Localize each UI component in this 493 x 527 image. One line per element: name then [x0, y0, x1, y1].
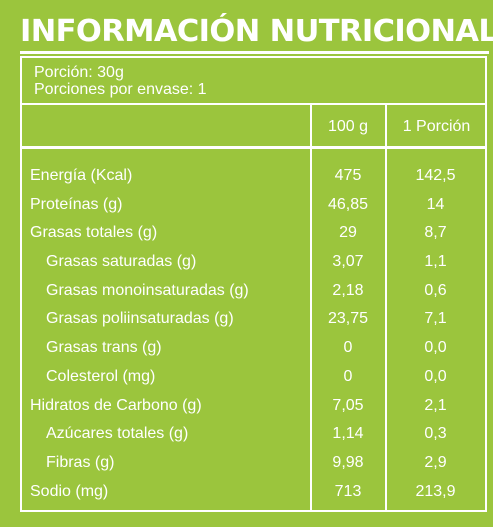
- nutrient-label: Colesterol (mg): [46, 367, 156, 385]
- value-per-portion: 2,9: [424, 453, 447, 471]
- value-per-portion: 0,3: [424, 425, 447, 443]
- table-row: Hidratos de Carbono (g) 7,05 2,1: [0, 392, 493, 421]
- table-row: Grasas poliinsaturadas (g) 23,75 7,1: [0, 305, 493, 334]
- value-per-portion: 7,1: [424, 310, 447, 328]
- nutrient-label: Grasas totales (g): [30, 224, 158, 242]
- table-row: Grasas totales (g) 29 8,7: [0, 219, 493, 248]
- value-per-100g: 0: [343, 339, 353, 357]
- value-per-100g: 475: [334, 167, 362, 184]
- portions-per-pack: Porciones por envase: 1: [34, 81, 207, 98]
- table-row: Fibras (g) 9,98 2,9: [0, 449, 493, 478]
- column-header-100g: 100 g: [327, 118, 369, 135]
- value-per-portion: 2,1: [424, 396, 447, 414]
- value-per-100g: 46,85: [327, 195, 369, 213]
- page-title: INFORMACIÓN NUTRICIONAL: [20, 14, 493, 49]
- table-row: Grasas monoinsaturadas (g) 2,18 0,6: [0, 277, 493, 306]
- nutrient-label: Fibras (g): [46, 453, 115, 471]
- table-row: Colesterol (mg) 0 0,0: [0, 363, 493, 392]
- value-per-100g: 713: [334, 482, 362, 500]
- nutrient-label: Grasas poliinsaturadas (g): [46, 310, 234, 328]
- value-per-portion: 14: [426, 195, 445, 213]
- nutrient-label: Proteínas (g): [30, 195, 123, 213]
- value-per-portion: 0,0: [424, 339, 447, 357]
- nutrient-label: Azúcares totales (g): [46, 425, 189, 443]
- value-per-100g: 23,75: [327, 310, 369, 328]
- value-per-portion: 0,6: [424, 281, 447, 299]
- value-per-100g: 3,07: [332, 253, 364, 271]
- portion-size: Porción: 30g: [34, 64, 124, 81]
- value-per-portion: 1,1: [424, 253, 447, 271]
- value-per-100g: 29: [339, 224, 357, 242]
- value-per-100g: 9,98: [332, 453, 364, 471]
- value-per-100g: 7,05: [332, 396, 364, 414]
- nutrient-label: Sodio (mg): [30, 482, 109, 500]
- nutrition-table-frame: [20, 56, 487, 512]
- value-per-portion: 213,9: [415, 482, 456, 500]
- nutrient-label: Grasas saturadas (g): [46, 253, 197, 271]
- table-row: Proteínas (g) 46,85 14: [0, 191, 493, 220]
- value-per-portion: 0,0: [424, 367, 447, 385]
- title-underline: [20, 51, 489, 54]
- nutrient-rows: Energía (Kcal) 475 142,5 Proteínas (g) 46,85…: [0, 162, 493, 506]
- nutrient-label: Grasas monoinsaturadas (g): [46, 281, 249, 299]
- nutrient-label: Grasas trans (g): [46, 339, 162, 357]
- table-row: Grasas saturadas (g) 3,07 1,1: [0, 248, 493, 277]
- nutrient-label: Hidratos de Carbono (g): [30, 396, 202, 414]
- nutrient-label: Energía (Kcal): [30, 167, 133, 184]
- value-per-100g: 0: [343, 367, 353, 385]
- table-row: Grasas trans (g) 0 0,0: [0, 334, 493, 363]
- serving-info: Porción: 30g Porciones por envase: 1: [34, 64, 207, 98]
- value-per-100g: 1,14: [332, 425, 364, 443]
- table-row: Energía (Kcal) 475 142,5: [0, 162, 493, 191]
- column-header-portion: 1 Porción: [402, 118, 471, 135]
- value-per-100g: 2,18: [332, 281, 364, 299]
- header-divider: [20, 146, 487, 149]
- column-divider-2: [385, 103, 387, 512]
- value-per-portion: 8,7: [424, 224, 447, 242]
- table-row: Sodio (mg) 713 213,9: [0, 478, 493, 507]
- column-divider-1: [310, 103, 312, 512]
- value-per-portion: 142,5: [415, 167, 456, 184]
- table-row: Azúcares totales (g) 1,14 0,3: [0, 420, 493, 449]
- serving-divider: [20, 103, 487, 105]
